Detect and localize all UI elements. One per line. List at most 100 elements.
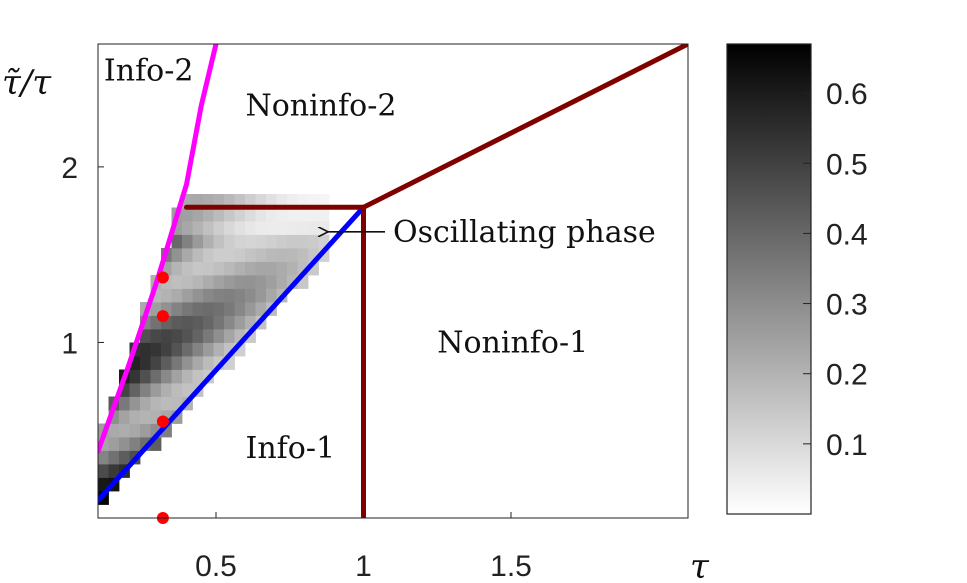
heatmap-cell [245, 207, 256, 222]
heatmap-cell [203, 315, 214, 330]
heatmap-cell [150, 288, 162, 303]
heatmap-cell [192, 207, 204, 222]
heatmap-cell [203, 329, 214, 343]
heatmap-cell [150, 383, 162, 397]
heatmap-cell [108, 410, 120, 424]
heatmap-cell [98, 450, 109, 465]
heatmap-cell [255, 288, 267, 303]
heatmap-cell [224, 288, 235, 303]
region-label: Oscillating phase [393, 215, 656, 250]
x-axis-label: τ [690, 547, 710, 583]
heatmap-cell [192, 302, 204, 316]
heatmap-cell [140, 410, 151, 424]
heatmap-cell [171, 302, 183, 316]
heatmap-cell [213, 248, 225, 262]
heatmap-cell [203, 288, 214, 303]
heatmap-cell [182, 288, 193, 303]
heatmap-cell [255, 234, 267, 249]
heatmap-cell [287, 261, 298, 276]
heatmap-cell [182, 302, 193, 316]
heatmap-cell [182, 221, 193, 235]
heatmap-cell [234, 315, 246, 330]
heatmap-cell [224, 302, 235, 316]
heatmap-cell [224, 315, 235, 330]
heatmap-cell [308, 207, 319, 222]
heatmap-cell [161, 423, 172, 438]
heatmap-cell [287, 221, 298, 235]
heatmap-cell [150, 315, 162, 330]
heatmap-cell [140, 356, 151, 370]
heatmap-cell [108, 464, 120, 478]
heatmap-cell [119, 383, 130, 397]
heatmap-cell [108, 437, 120, 451]
region-label: Info-1 [246, 431, 336, 466]
heatmap-cell [224, 248, 235, 262]
heatmap-cell [119, 423, 130, 438]
heatmap-cell [140, 329, 151, 343]
heatmap-cell [182, 248, 193, 262]
heatmap-cell [255, 194, 267, 208]
y-axis-label: τ̃/τ [2, 63, 52, 103]
heatmap-cell [129, 396, 141, 411]
heatmap-cell [140, 437, 151, 451]
heatmap-cell [213, 315, 225, 330]
heatmap-cell [245, 315, 256, 330]
red-point [156, 415, 169, 428]
heatmap-cell [213, 329, 225, 343]
heatmap-cell [224, 221, 235, 235]
heatmap-cell [224, 194, 235, 208]
heatmap-cell [234, 275, 246, 289]
heatmap-cell [119, 410, 130, 424]
heatmap-cell [213, 234, 225, 249]
heatmap-cell [276, 248, 288, 262]
heatmap-cell [224, 342, 235, 357]
heatmap-cell [171, 396, 183, 411]
heatmap-cell [287, 248, 298, 262]
heatmap-cell [192, 234, 204, 249]
heatmap-cell [98, 464, 109, 478]
heatmap-cell [234, 329, 246, 343]
heatmap-cell [297, 221, 309, 235]
heatmap-cell [287, 234, 298, 249]
colorbar-tick-label: 0.4 [826, 218, 868, 251]
heatmap-cell [108, 450, 120, 465]
heatmap-cell [129, 383, 141, 397]
heatmap-cell [140, 396, 151, 411]
y-tick-label: 1 [61, 327, 78, 360]
heatmap-cell [203, 207, 214, 222]
red-point [156, 310, 169, 323]
heatmap-cell [224, 275, 235, 289]
heatmap-cell [266, 221, 277, 235]
heatmap-cell [192, 261, 204, 276]
heatmap-cell [140, 423, 151, 438]
heatmap-cell [119, 450, 130, 465]
heatmap-cell [140, 383, 151, 397]
region-label: Info-2 [104, 53, 194, 88]
heatmap-cell [129, 437, 141, 451]
heatmap-cell [308, 261, 319, 276]
heatmap-cell [203, 194, 214, 208]
heatmap-cell [171, 342, 183, 357]
heatmap-cell [171, 329, 183, 343]
heatmap-cell [224, 234, 235, 249]
y-axis-ticks: 12 [61, 152, 104, 360]
x-tick-label: 1 [355, 550, 372, 583]
heatmap-cell [245, 329, 256, 343]
heatmap-cell [308, 234, 319, 249]
heatmap-cell [308, 221, 319, 235]
heatmap-cell [308, 248, 319, 262]
heatmap-cell [203, 356, 214, 370]
heatmap-cell [213, 207, 225, 222]
colorbar-tick-label: 0.6 [826, 78, 868, 111]
heatmap-cell [171, 315, 183, 330]
colorbar-tick-label: 0.3 [826, 289, 868, 322]
heatmap-cell [119, 396, 130, 411]
heatmap-cell [234, 207, 246, 222]
heatmap-cell [161, 396, 172, 411]
heatmap-cell [150, 369, 162, 384]
region-label: Noninfo-1 [437, 325, 588, 360]
heatmap-cell [150, 396, 162, 411]
heatmap-cell [192, 221, 204, 235]
heatmap-cell [287, 194, 298, 208]
